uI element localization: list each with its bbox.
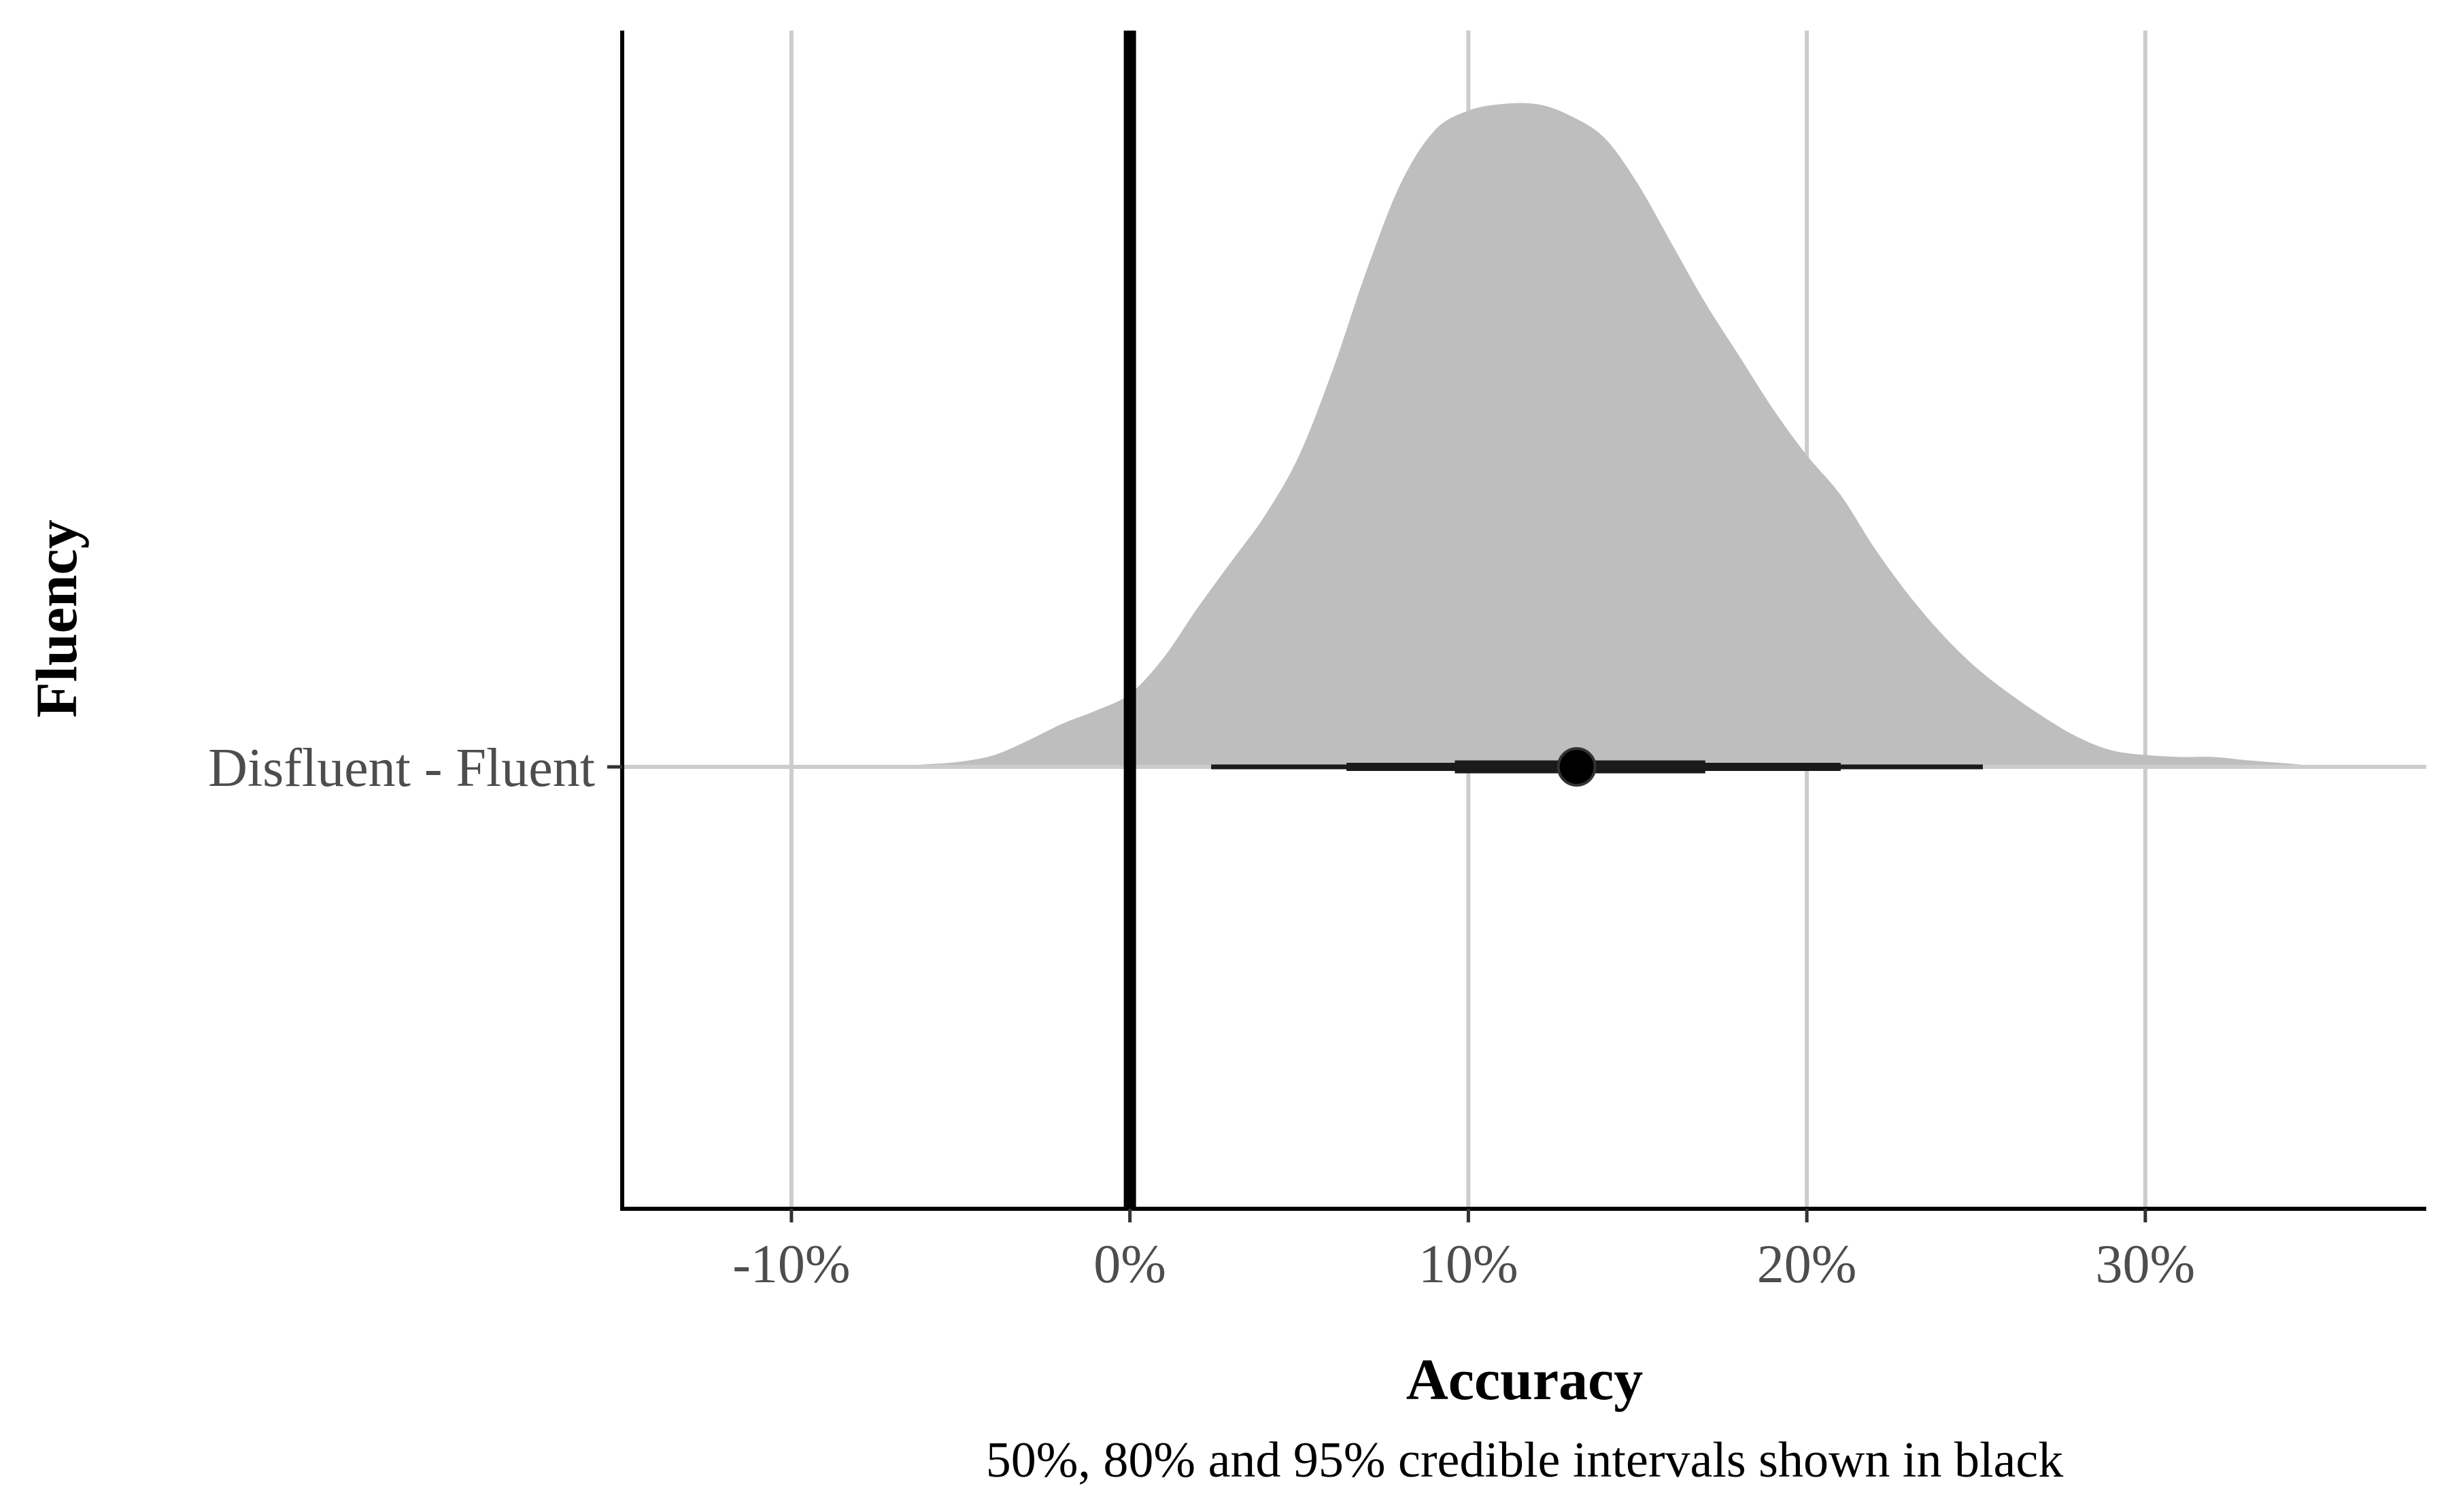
y-axis-title: Fluency: [24, 519, 89, 717]
x-tick-label: 10%: [1418, 1235, 1518, 1294]
x-tick-label: -10%: [732, 1235, 850, 1294]
x-axis-title: Accuracy: [1406, 1347, 1644, 1412]
x-tick-label: 0%: [1093, 1235, 1166, 1294]
x-tick-label: 30%: [2096, 1235, 2196, 1294]
x-tick-label: 20%: [1757, 1235, 1857, 1294]
density-area: [791, 103, 2359, 768]
marks-layer: [622, 31, 2426, 1209]
y-tick-label: Disfluent - Fluent: [208, 738, 595, 798]
axes-layer: [620, 31, 2426, 1211]
chart-caption: 50%, 80% and 95% credible intervals show…: [986, 1432, 2063, 1488]
ticks-layer: -10% 0% 10% 20% 30% Disfluent - Fluent: [208, 738, 2195, 1294]
point-estimate: [1557, 747, 1597, 787]
